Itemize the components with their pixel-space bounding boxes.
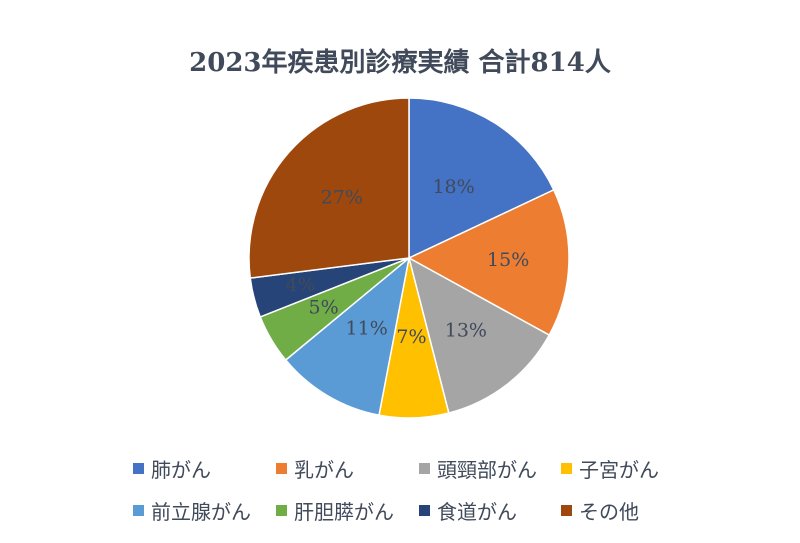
- chart-title: 2023年疾患別診療実績 合計814人: [189, 48, 611, 78]
- data-label: 11%: [346, 318, 388, 340]
- data-label: 15%: [487, 249, 529, 271]
- data-label: 18%: [432, 176, 474, 198]
- pie-data-labels: 18% 15% 13% 7% 11% 5%4% 27%: [285, 176, 529, 348]
- pie-slice: [248, 97, 410, 279]
- pie-slice: [408, 97, 555, 260]
- pie-slice: [407, 256, 551, 414]
- data-label: 27%: [321, 187, 363, 209]
- pie-slices: [248, 97, 570, 419]
- data-label: 5%: [309, 296, 339, 318]
- data-label: 7%: [396, 326, 426, 348]
- data-label: 13%: [445, 319, 487, 341]
- data-label: 4%: [285, 274, 315, 296]
- pie-slice: [407, 188, 570, 337]
- pie-slice: [284, 256, 411, 417]
